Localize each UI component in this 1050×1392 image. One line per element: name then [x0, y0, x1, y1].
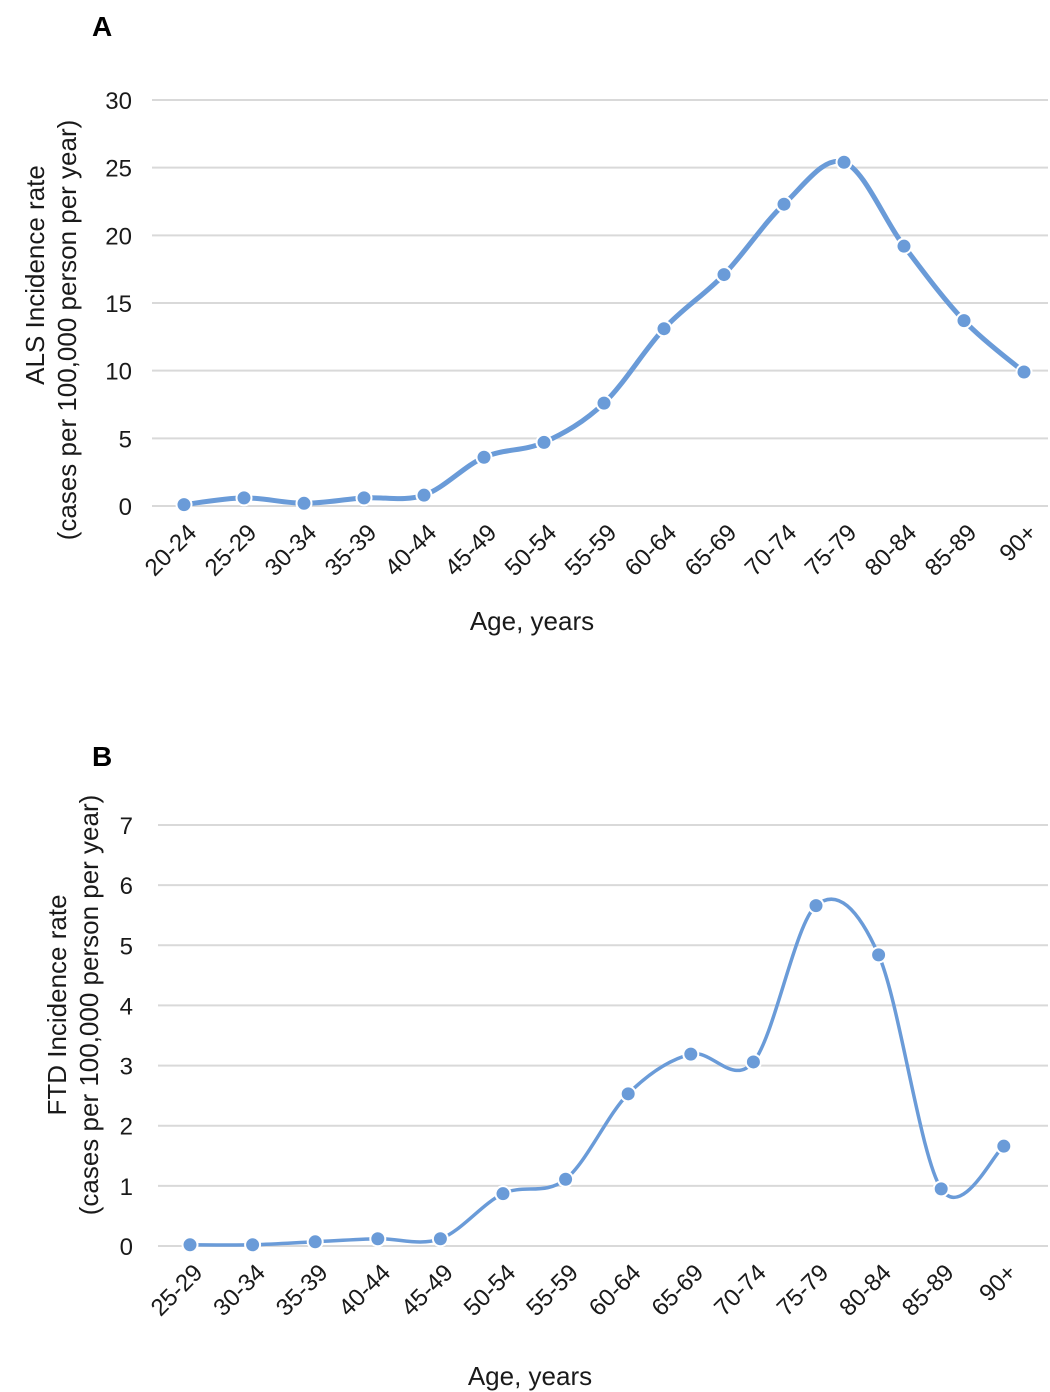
- y-tick-label: 5: [119, 426, 132, 453]
- y-tick-label: 6: [120, 873, 133, 900]
- data-point: [655, 320, 673, 338]
- data-point: [619, 1085, 637, 1103]
- x-tick-label: 45-49: [396, 1259, 459, 1322]
- x-tick-label: 65-69: [680, 519, 743, 582]
- x-tick-label: 60-64: [620, 519, 683, 582]
- x-tick-label: 30-34: [208, 1259, 271, 1322]
- x-tick-label: 75-79: [800, 519, 863, 582]
- x-axis-label-a: Age, years: [470, 606, 594, 636]
- data-point: [235, 489, 253, 507]
- x-tick-label: 70-74: [709, 1259, 772, 1322]
- y-tick-label: 25: [105, 156, 132, 183]
- grid-b: [158, 824, 1048, 1247]
- data-point: [369, 1230, 387, 1248]
- y-tick-label: 4: [120, 993, 133, 1020]
- panel-label-b: B: [92, 741, 112, 772]
- y-tick-label: 7: [120, 813, 133, 840]
- data-point: [682, 1045, 700, 1063]
- x-tick-label: 25-29: [200, 519, 263, 582]
- data-point: [955, 312, 973, 330]
- markers-a: [175, 153, 1033, 514]
- x-tick-label: 50-54: [459, 1259, 522, 1322]
- data-point: [932, 1180, 950, 1198]
- series-line-a: [183, 158, 1026, 508]
- data-point: [775, 195, 793, 213]
- x-tick-label: 55-59: [560, 519, 623, 582]
- data-point: [181, 1236, 199, 1254]
- data-point: [295, 494, 313, 512]
- data-point: [431, 1230, 449, 1248]
- x-tick-label: 75-79: [772, 1259, 835, 1322]
- x-tick-label: 85-89: [897, 1259, 960, 1322]
- x-tick-label: 35-39: [320, 519, 383, 582]
- markers-b: [181, 897, 1013, 1254]
- grid-a: [152, 99, 1048, 507]
- x-tick-label: 25-29: [146, 1259, 209, 1322]
- y-tick-label: 0: [119, 494, 132, 521]
- y-tick-label: 10: [105, 359, 132, 386]
- data-point: [870, 946, 888, 964]
- data-point: [895, 237, 913, 255]
- y-tick-label: 1: [120, 1174, 133, 1201]
- y-tick-label: 15: [105, 291, 132, 318]
- panel-label-a: A: [92, 11, 112, 42]
- data-point: [355, 489, 373, 507]
- x-tick-label: 90+: [974, 1259, 1022, 1307]
- data-point: [306, 1233, 324, 1251]
- data-point: [744, 1053, 762, 1071]
- y-axis-label-b-line1: FTD Incidence rate: [42, 894, 72, 1115]
- data-point: [494, 1185, 512, 1203]
- data-point: [535, 433, 553, 451]
- data-point: [595, 394, 613, 412]
- data-point: [1015, 363, 1033, 381]
- x-tick-label: 65-69: [647, 1259, 710, 1322]
- x-tick-label: 40-44: [334, 1259, 397, 1322]
- x-tick-label: 35-39: [271, 1259, 334, 1322]
- y-tick-label: 30: [105, 88, 132, 115]
- x-tick-label: 70-74: [740, 519, 803, 582]
- x-tick-label: 40-44: [380, 519, 443, 582]
- x-tick-label: 80-84: [834, 1259, 897, 1322]
- x-tick-label: 55-59: [521, 1259, 584, 1322]
- x-tick-label: 50-54: [500, 519, 563, 582]
- x-tick-label: 90+: [994, 519, 1042, 567]
- y-tick-label: 0: [120, 1234, 133, 1261]
- chart-panel-a: A 0 5 10 15 20 25 30 20-2425-2930-3435-3940-44…: [20, 11, 1048, 636]
- series-line-b: [189, 897, 1005, 1247]
- x-tick-label: 45-49: [440, 519, 503, 582]
- x-ticks-a: 20-2425-2930-3435-3940-4445-4950-5455-59…: [140, 519, 1043, 582]
- data-point: [557, 1170, 575, 1188]
- y-tick-label: 20: [105, 223, 132, 250]
- y-tick-label: 3: [120, 1054, 133, 1081]
- data-point: [244, 1236, 262, 1254]
- y-axis-label-b-line2: (cases per 100,000 person per year): [74, 795, 104, 1216]
- data-point: [175, 496, 193, 514]
- y-tick-label: 5: [120, 933, 133, 960]
- data-point: [807, 897, 825, 915]
- y-axis-label-a-line1: ALS Incidence rate: [20, 165, 50, 385]
- y-axis-label-a-line2: (cases per 100,000 person per year): [52, 120, 82, 541]
- data-point: [835, 153, 853, 171]
- x-tick-label: 20-24: [140, 519, 203, 582]
- y-ticks-b: 0 1 2 3 4 5 6 7: [120, 813, 133, 1261]
- x-ticks-b: 25-29 30-34 35-39 40-44 45-49 50-54 55-59 60-64…: [146, 1259, 1022, 1322]
- data-point: [995, 1137, 1013, 1155]
- data-point: [415, 486, 433, 504]
- chart-panel-b: B 0 1 2 3 4 5 6 7 25-29 30-34 35-39 40-44 45-49 50-5…: [42, 741, 1048, 1391]
- data-point: [475, 448, 493, 466]
- x-tick-label: 30-34: [260, 519, 323, 582]
- x-tick-label: 80-84: [860, 519, 923, 582]
- x-tick-label: 85-89: [920, 519, 983, 582]
- y-tick-label: 2: [120, 1114, 133, 1141]
- x-tick-label: 60-64: [584, 1259, 647, 1322]
- data-point: [715, 266, 733, 284]
- y-ticks-a: 0 5 10 15 20 25 30: [105, 88, 132, 521]
- x-axis-label-b: Age, years: [468, 1361, 592, 1391]
